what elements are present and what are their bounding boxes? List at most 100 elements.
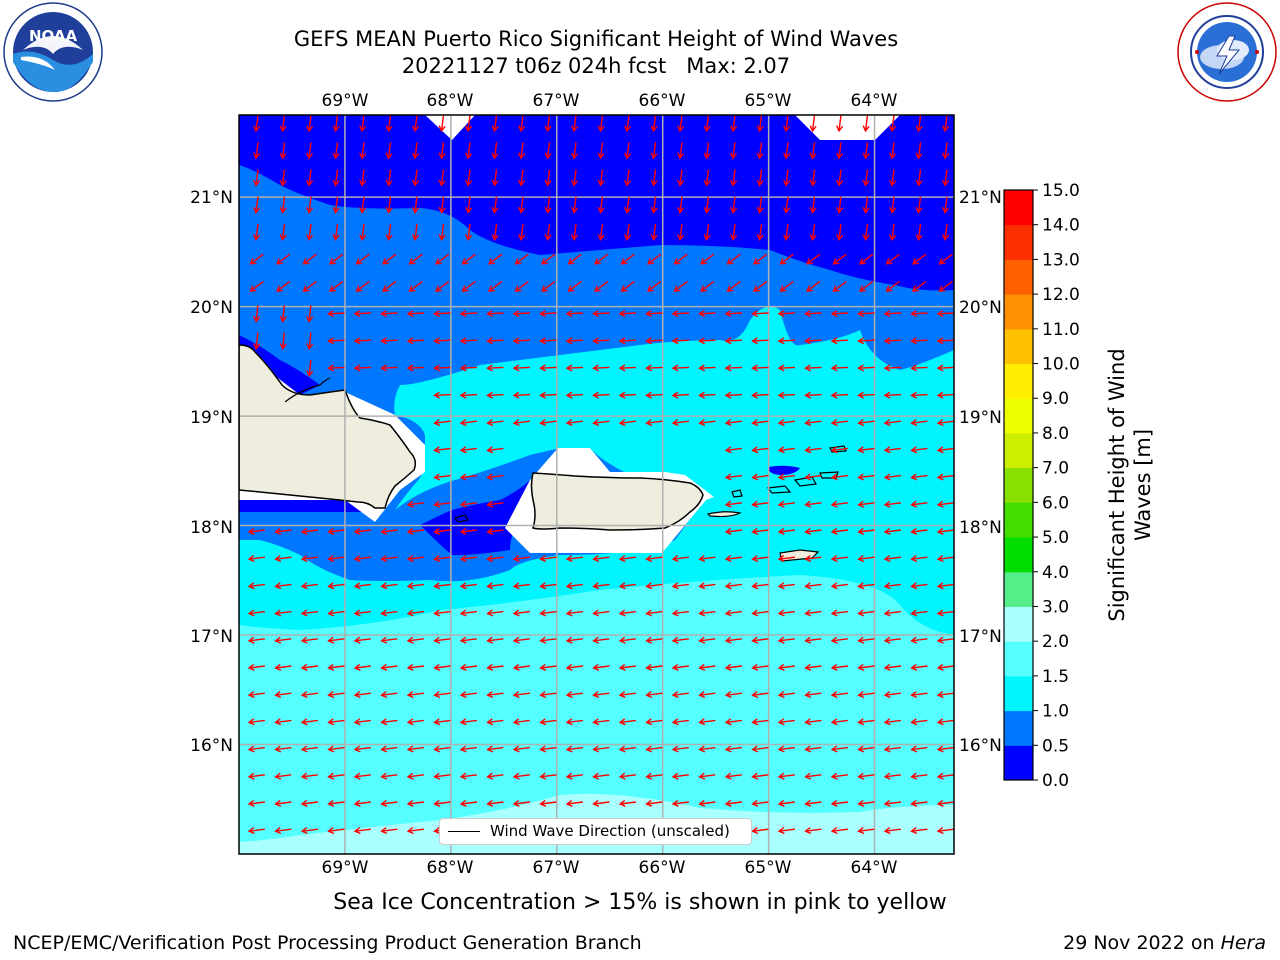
mona-island [454,514,469,523]
hispaniola-inner-coast [284,377,331,403]
wave-direction-arrow [779,420,795,424]
wave-direction-arrowhead [592,691,600,699]
wave-direction-arrowhead [703,125,711,133]
wave-direction-arrowhead [910,718,918,726]
virgin-islands-3 [819,471,839,479]
figure-subtitle: 20221127 t06z 024h fcst Max: 2.07 [401,54,791,78]
wave-direction-arrow [805,719,822,724]
lat-tick-right: 17°N [959,627,1002,647]
wave-direction-arrow [408,665,424,669]
wave-direction-arrowhead [777,718,785,726]
wave-direction-arrow [414,142,418,159]
lat-ticks-right: 21°N 20°N 19°N 18°N 17°N 16°N [959,188,1002,756]
wave-direction-arrow [725,366,743,369]
wave-direction-arrowhead [565,718,573,726]
wave-direction-arrowhead [327,609,335,617]
wave-direction-arrow [381,801,398,805]
wave-direction-arrowhead [936,745,944,753]
wave-direction-arrowhead [777,799,785,807]
wave-direction-arrow [593,638,610,642]
wave-direction-arrow [885,801,901,805]
wave-direction-arrow [779,774,795,778]
wave-direction-arrowhead [565,310,573,318]
wave-direction-arrow [832,719,848,724]
wave-direction-arrowhead [380,582,388,590]
wave-direction-arrow [673,420,689,424]
wave-direction-arrow [705,169,710,186]
wave-direction-arrow [917,196,922,213]
wave-direction-arrow [573,115,577,131]
wave-direction-arrowhead [412,152,420,160]
wave-direction-arrowhead [883,527,891,535]
colorbar-tick-label: 1.0 [1042,702,1069,722]
wave-direction-arrowhead [274,555,282,563]
wave-direction-arrowhead [671,718,679,726]
wave-direction-arrowhead [433,582,441,590]
wave-direction-arrow [302,746,318,751]
wave-direction-arrow [752,556,769,560]
wave-direction-arrowhead [438,206,446,214]
wave-direction-arrowhead [327,663,335,671]
wave-direction-arrow [520,115,524,131]
wave-direction-arrowhead [355,285,363,292]
wave-direction-arrow [275,638,292,642]
wave-direction-arrowhead [645,691,653,699]
wave-direction-arrow [407,366,425,369]
wave-direction-arrow [699,312,716,315]
wave-direction-arrowhead [830,745,838,753]
wave-direction-arrow [250,280,264,292]
wave-direction-arrowhead [912,285,919,292]
wave-direction-arrow [328,529,345,533]
wave-direction-arrowhead [753,258,760,265]
wave-direction-arrow [726,719,742,724]
wave-direction-arrow [732,169,736,186]
wave-direction-arrow [805,502,822,506]
zone-0-0.5-island [768,465,800,475]
wave-direction-arrowhead [433,419,441,427]
wave-direction-arrowhead [597,179,605,187]
wave-direction-arrowhead [459,799,467,807]
wave-direction-arrowhead [486,772,494,780]
wave-direction-arrowhead [353,718,361,726]
wave-direction-arrowhead [359,125,367,133]
wave-direction-arrowhead [936,582,944,590]
wave-direction-arrow [673,610,689,615]
wave-direction-arrow [805,474,822,479]
colorbar-tick-label: 0.0 [1042,771,1069,791]
wave-direction-arrowhead [592,555,600,563]
lon-ticks-top: 69°W 68°W 67°W 66°W 65°W 64°W [322,91,898,111]
wave-direction-arrow [620,746,636,751]
wave-direction-arrowhead [247,527,255,535]
wave-direction-arrow [672,312,690,315]
wave-direction-arrow [673,638,689,642]
wave-direction-arrowhead [353,337,361,345]
wave-direction-arrow [938,692,954,696]
lat-tick-left: 19°N [190,408,233,428]
wave-direction-arrow [917,169,922,186]
wave-direction-arrowhead [406,745,414,753]
wave-direction-arrow [646,610,663,615]
wave-direction-arrowhead [777,609,785,617]
wave-direction-arrow [302,692,318,696]
wave-direction-arrowhead [380,555,388,563]
wave-direction-arrow [250,253,264,265]
wave-direction-arrow [514,665,530,669]
wave-direction-arrowhead [724,446,732,454]
colorbar-tick-label: 0.5 [1042,736,1069,756]
wave-direction-arrowhead [274,636,282,644]
wave-direction-arrowhead [253,179,261,187]
wave-direction-arrowhead [300,555,308,563]
wave-direction-arrowhead [539,310,547,318]
wave-direction-arrowhead [512,772,520,780]
wave-direction-arrow [440,196,445,213]
wave-direction-arrow [461,447,477,452]
lon-tick-top: 68°W [427,91,474,111]
wave-direction-arrowhead [883,337,891,345]
wave-direction-arrowhead [804,827,812,835]
wave-direction-arrowhead [671,582,679,590]
wave-direction-arrowhead [353,691,361,699]
wave-direction-arrow [758,142,763,159]
wave-direction-arrowhead [274,718,282,726]
wave-direction-arrowhead [539,337,547,345]
wave-direction-arrowhead [491,125,499,133]
